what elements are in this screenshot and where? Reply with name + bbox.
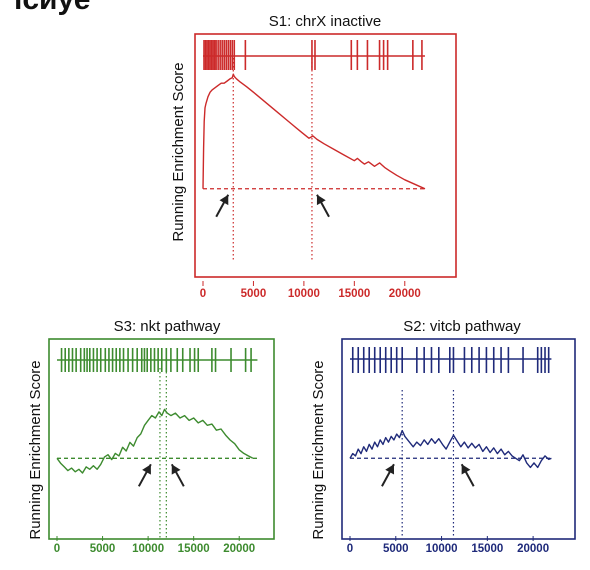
x-tick-label: 5000 — [241, 288, 267, 300]
chart-title: S3: nkt pathway — [114, 318, 221, 335]
pointer-arrowhead — [316, 194, 326, 206]
x-tick-label: 15000 — [338, 288, 370, 300]
x-tick-label: 15000 — [471, 543, 503, 555]
x-tick-label: 5000 — [383, 543, 409, 555]
x-tick-label: 20000 — [389, 288, 421, 300]
x-tick-label: 0 — [54, 543, 60, 555]
x-tick-label: 15000 — [178, 543, 210, 555]
panel-s2-vitcb-pathway: S2: vitcb pathway Running Enrichment Sco… — [310, 318, 576, 555]
corner-text-fragment: ıсиуе — [14, 0, 90, 16]
chart-title: S1: chrX inactive — [269, 13, 382, 30]
panel-s3-nkt-pathway: S3: nkt pathway Running Enrichment Score… — [27, 318, 275, 555]
x-tick-label: 10000 — [132, 543, 164, 555]
x-tick-label: 20000 — [517, 543, 549, 555]
chart-title: S2: vitcb pathway — [403, 318, 521, 335]
x-tick-label: 10000 — [288, 288, 320, 300]
enrichment-score-line — [349, 429, 552, 469]
x-tick-label: 10000 — [426, 543, 458, 555]
plot-frame — [194, 33, 457, 278]
pointer-arrowhead — [461, 464, 471, 475]
pointer-arrowhead — [219, 194, 229, 206]
plot-frame — [48, 338, 275, 540]
x-tick-label: 0 — [347, 543, 353, 555]
x-tick-label: 5000 — [90, 543, 116, 555]
pointer-arrowhead — [385, 464, 395, 475]
enrichment-score-line — [56, 408, 254, 474]
y-axis-label: Running Enrichment Score — [170, 62, 187, 241]
y-axis-label: Running Enrichment Score — [27, 360, 44, 539]
x-tick-label: 0 — [200, 288, 206, 300]
pointer-arrowhead — [171, 464, 181, 475]
enrichment-score-line — [202, 73, 426, 190]
panel-s1-chrx-inactive: S1: chrX inactive Running Enrichment Sco… — [170, 13, 457, 300]
pointer-arrowhead — [142, 464, 151, 475]
plot-frame — [341, 338, 576, 540]
y-axis-label: Running Enrichment Score — [310, 360, 327, 539]
x-tick-label: 20000 — [223, 543, 255, 555]
